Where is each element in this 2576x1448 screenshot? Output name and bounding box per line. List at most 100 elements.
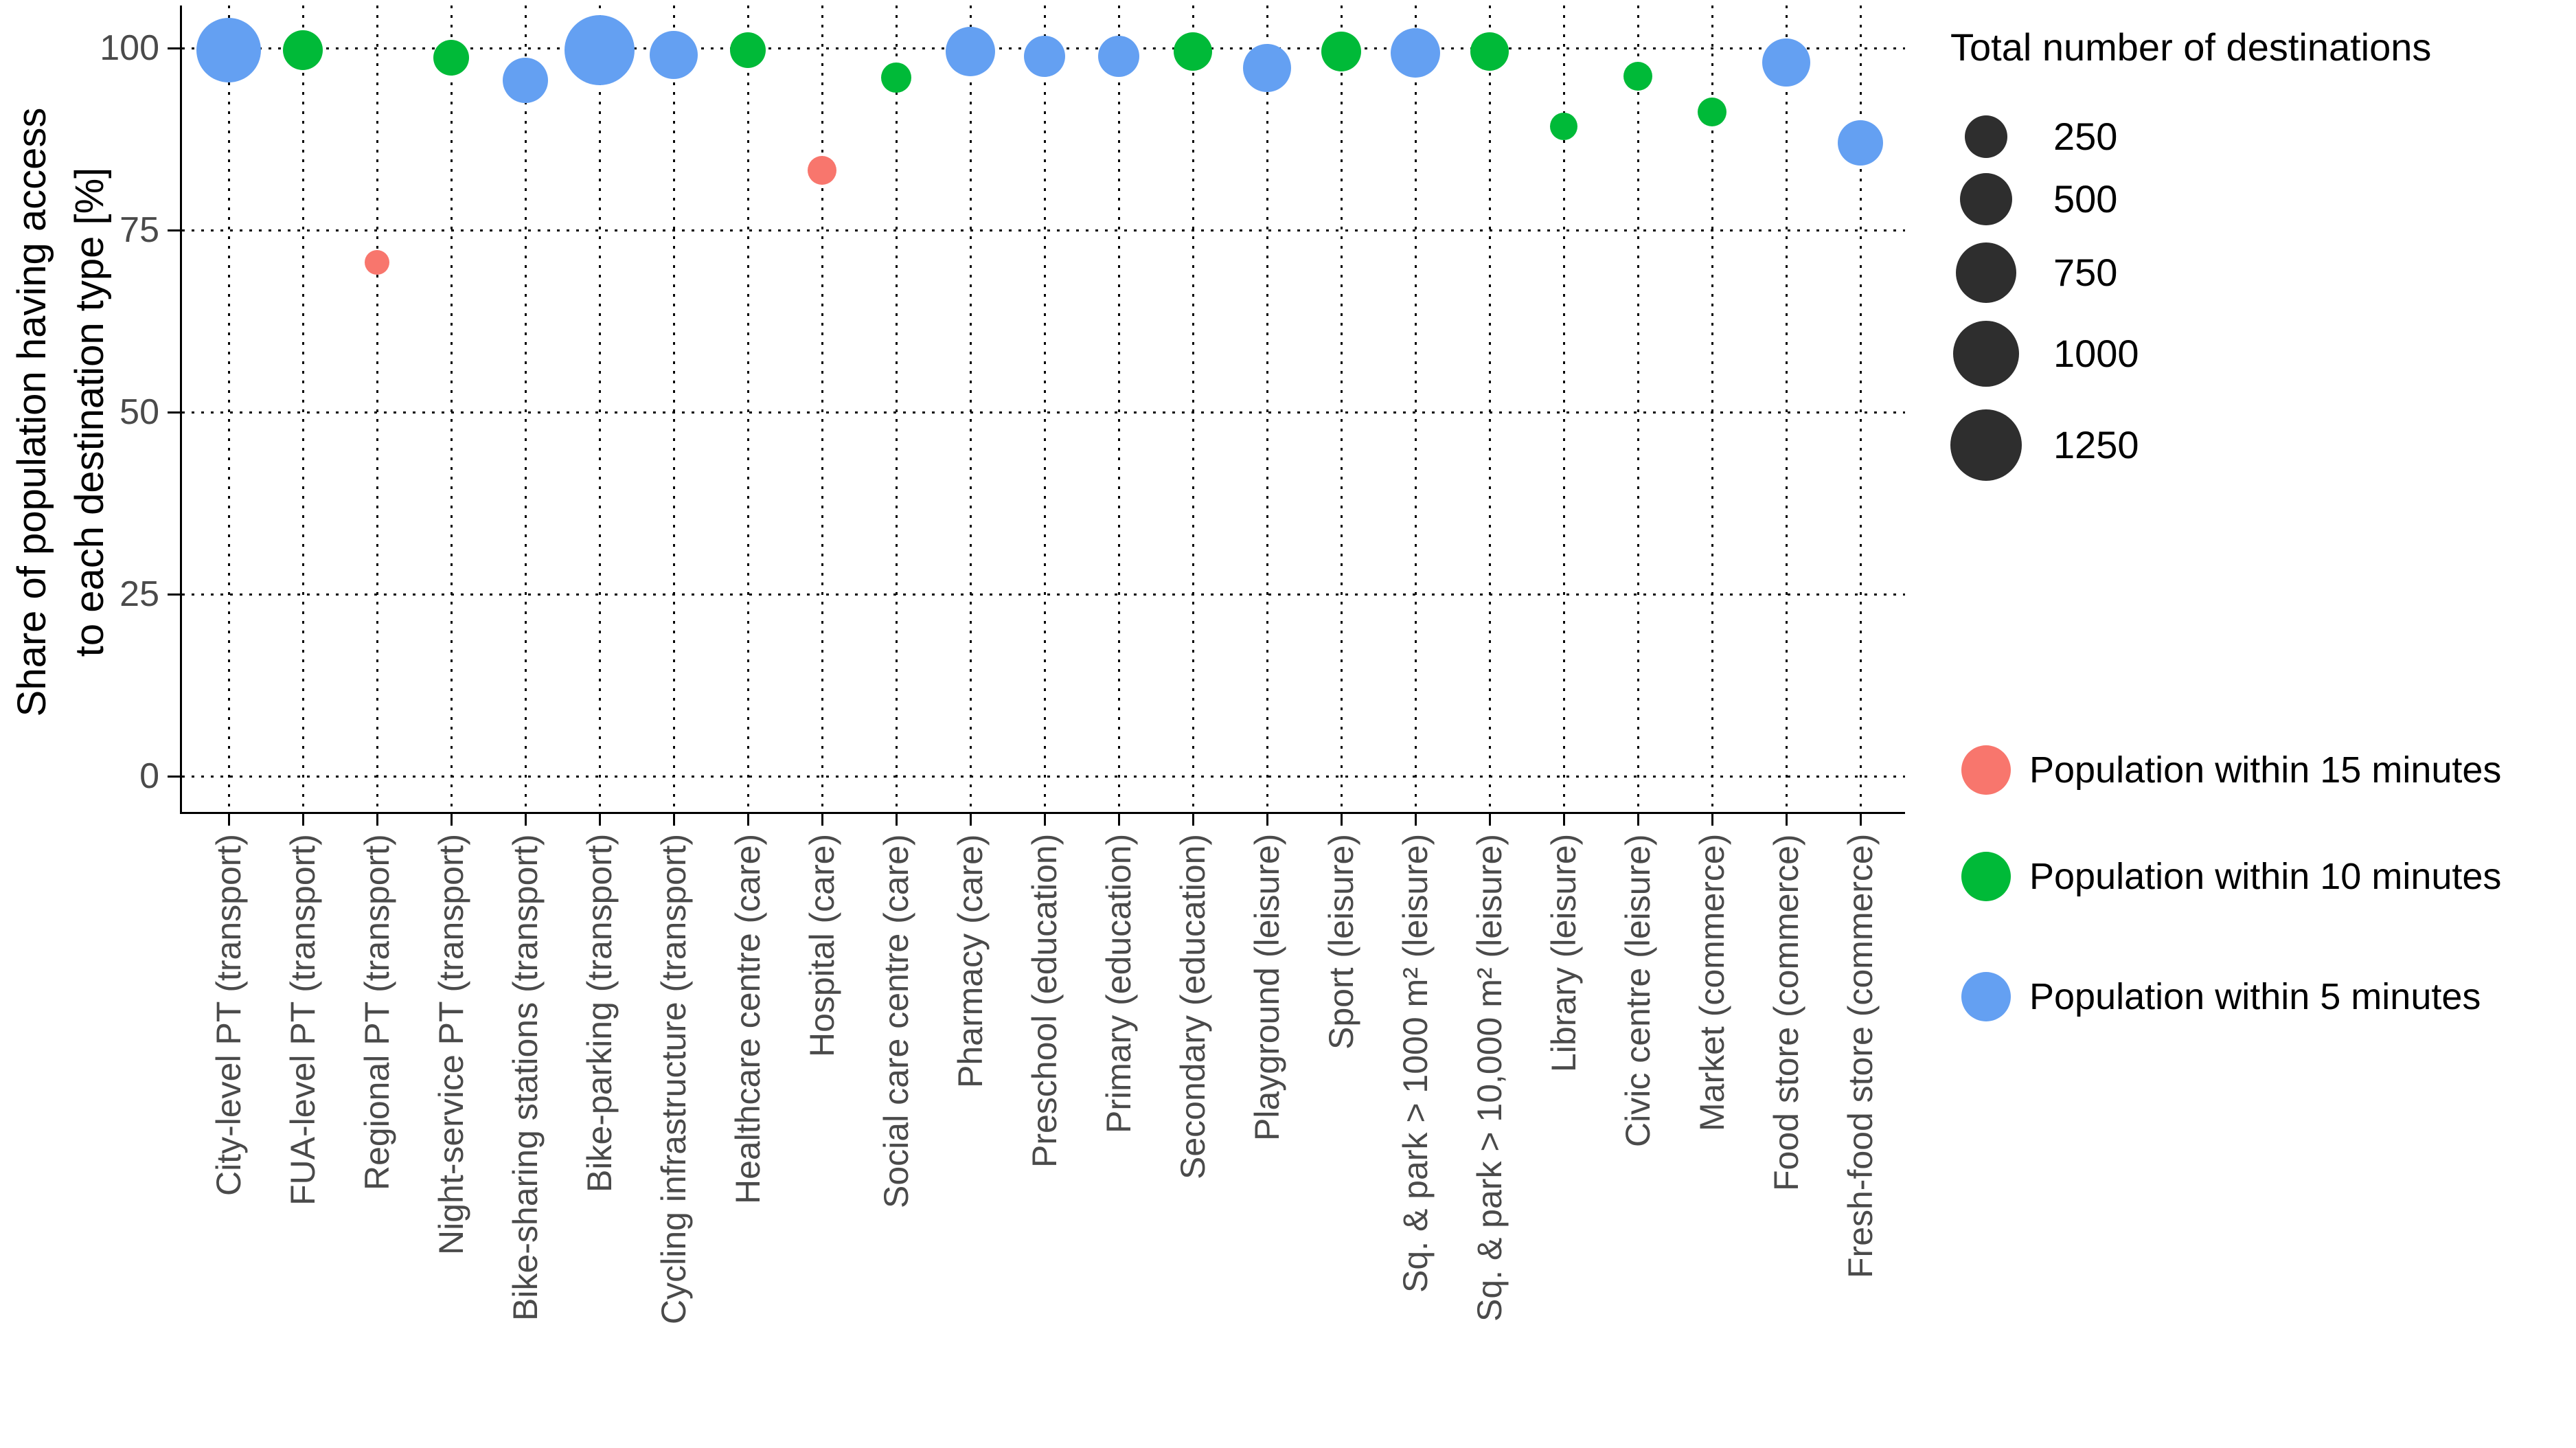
x-tick-label: Market (commerce)	[1693, 834, 1731, 1132]
data-bubble	[1623, 62, 1652, 91]
data-bubble	[946, 27, 995, 77]
data-bubble	[1321, 32, 1361, 72]
x-tick-label: Pharmacy (care)	[951, 834, 990, 1088]
data-bubble	[1024, 35, 1065, 77]
gridline-vertical	[451, 5, 453, 812]
x-tick-label: Civic centre (leisure)	[1619, 834, 1657, 1147]
size-legend-circle	[1953, 321, 2019, 387]
size-legend-label: 1000	[2053, 332, 2139, 375]
color-legend-label: Population within 10 minutes	[2029, 856, 2502, 897]
x-tick-label: Bike-parking (transport)	[580, 834, 619, 1193]
data-bubble	[650, 30, 698, 79]
data-bubble	[1174, 32, 1212, 71]
x-axis-tick	[302, 813, 304, 826]
data-bubble	[1470, 32, 1509, 71]
data-bubble	[503, 57, 548, 103]
gridline-vertical	[1341, 5, 1343, 812]
y-axis-line	[180, 5, 182, 814]
x-axis-tick	[451, 813, 453, 826]
y-tick-label: 0	[139, 756, 159, 796]
x-tick-label: Healthcare centre (care)	[729, 834, 767, 1205]
data-bubble	[1243, 43, 1291, 92]
x-tick-label: Playground (leisure)	[1248, 834, 1286, 1142]
data-bubble	[1098, 35, 1139, 77]
x-tick-label: Sq. & park > 1000 m² (leisure)	[1396, 834, 1435, 1293]
gridline-vertical	[525, 5, 527, 812]
gridline-vertical	[1711, 5, 1713, 812]
gridline-vertical	[1266, 5, 1268, 812]
y-axis-tick	[168, 411, 180, 414]
gridline-horizontal	[182, 411, 1905, 414]
y-axis-tick	[168, 593, 180, 596]
x-axis-tick	[1118, 813, 1120, 826]
x-tick-label: Preschool (education)	[1025, 834, 1064, 1168]
x-axis-tick	[1489, 813, 1491, 826]
size-legend-circle	[1965, 115, 2007, 158]
x-tick-label: Secondary (education)	[1174, 834, 1212, 1180]
gridline-vertical	[302, 5, 304, 812]
x-tick-label: Social care centre (care)	[877, 834, 915, 1208]
y-tick-label: 100	[100, 28, 159, 68]
gridline-vertical	[228, 5, 230, 812]
x-tick-label: Regional PT (transport)	[358, 834, 396, 1190]
color-legend-label: Population within 5 minutes	[2029, 976, 2481, 1017]
x-axis-tick	[970, 813, 972, 826]
x-tick-label: Hospital (care)	[803, 834, 841, 1058]
x-axis-tick	[1563, 813, 1565, 826]
gridline-horizontal	[182, 593, 1905, 596]
size-legend-title: Total number of destinations	[1950, 25, 2432, 69]
data-bubble	[1762, 38, 1810, 87]
x-axis-tick	[1044, 813, 1046, 826]
data-bubble	[808, 156, 836, 185]
gridline-vertical	[970, 5, 972, 812]
x-axis-tick	[896, 813, 898, 826]
x-tick-label: Night-service PT (transport)	[432, 834, 470, 1256]
gridline-vertical	[1489, 5, 1491, 812]
y-tick-label: 25	[119, 574, 159, 614]
x-tick-label: Sport (leisure)	[1322, 834, 1360, 1050]
size-legend-circle	[1960, 173, 2012, 225]
data-bubble	[1698, 98, 1726, 127]
gridline-vertical	[673, 5, 675, 812]
size-legend-circle	[1950, 409, 2022, 481]
size-legend-circle	[1956, 242, 2016, 303]
x-tick-label: City-level PT (transport)	[209, 834, 248, 1196]
y-tick-label: 50	[119, 392, 159, 432]
x-axis-tick	[1341, 813, 1343, 826]
y-axis-tick	[168, 47, 180, 49]
x-axis-tick	[228, 813, 230, 826]
data-bubble	[283, 30, 323, 71]
color-legend-dot	[1961, 972, 2011, 1021]
x-axis-tick	[673, 813, 675, 826]
gridline-vertical	[821, 5, 823, 812]
x-axis-tick	[747, 813, 749, 826]
x-axis-tick	[821, 813, 823, 826]
y-tick-label: 75	[119, 210, 159, 250]
gridline-vertical	[599, 5, 601, 812]
data-bubble	[881, 63, 911, 93]
y-axis-title-line1: Share of population having access	[10, 107, 54, 717]
gridline-horizontal	[182, 229, 1905, 231]
x-axis-tick	[376, 813, 378, 826]
data-bubble	[1838, 120, 1883, 166]
gridline-vertical	[1192, 5, 1194, 812]
x-axis-tick	[1192, 813, 1194, 826]
data-bubble	[196, 18, 261, 83]
y-axis-tick	[168, 776, 180, 778]
gridline-vertical	[1786, 5, 1788, 812]
x-axis-line	[180, 812, 1905, 814]
gridline-vertical	[1563, 5, 1565, 812]
x-axis-tick	[1860, 813, 1862, 826]
gridline-vertical	[747, 5, 749, 812]
x-tick-label: Fresh-food store (commerce)	[1841, 834, 1880, 1279]
x-tick-label: Primary (education)	[1099, 834, 1138, 1134]
gridline-vertical	[896, 5, 898, 812]
x-tick-label: FUA-level PT (transport)	[284, 834, 322, 1206]
data-bubble	[1391, 28, 1440, 78]
gridline-vertical	[1044, 5, 1046, 812]
size-legend-label: 250	[2053, 115, 2118, 158]
gridline-vertical	[1637, 5, 1639, 812]
gridline-vertical	[1860, 5, 1862, 812]
gridline-vertical	[1118, 5, 1120, 812]
